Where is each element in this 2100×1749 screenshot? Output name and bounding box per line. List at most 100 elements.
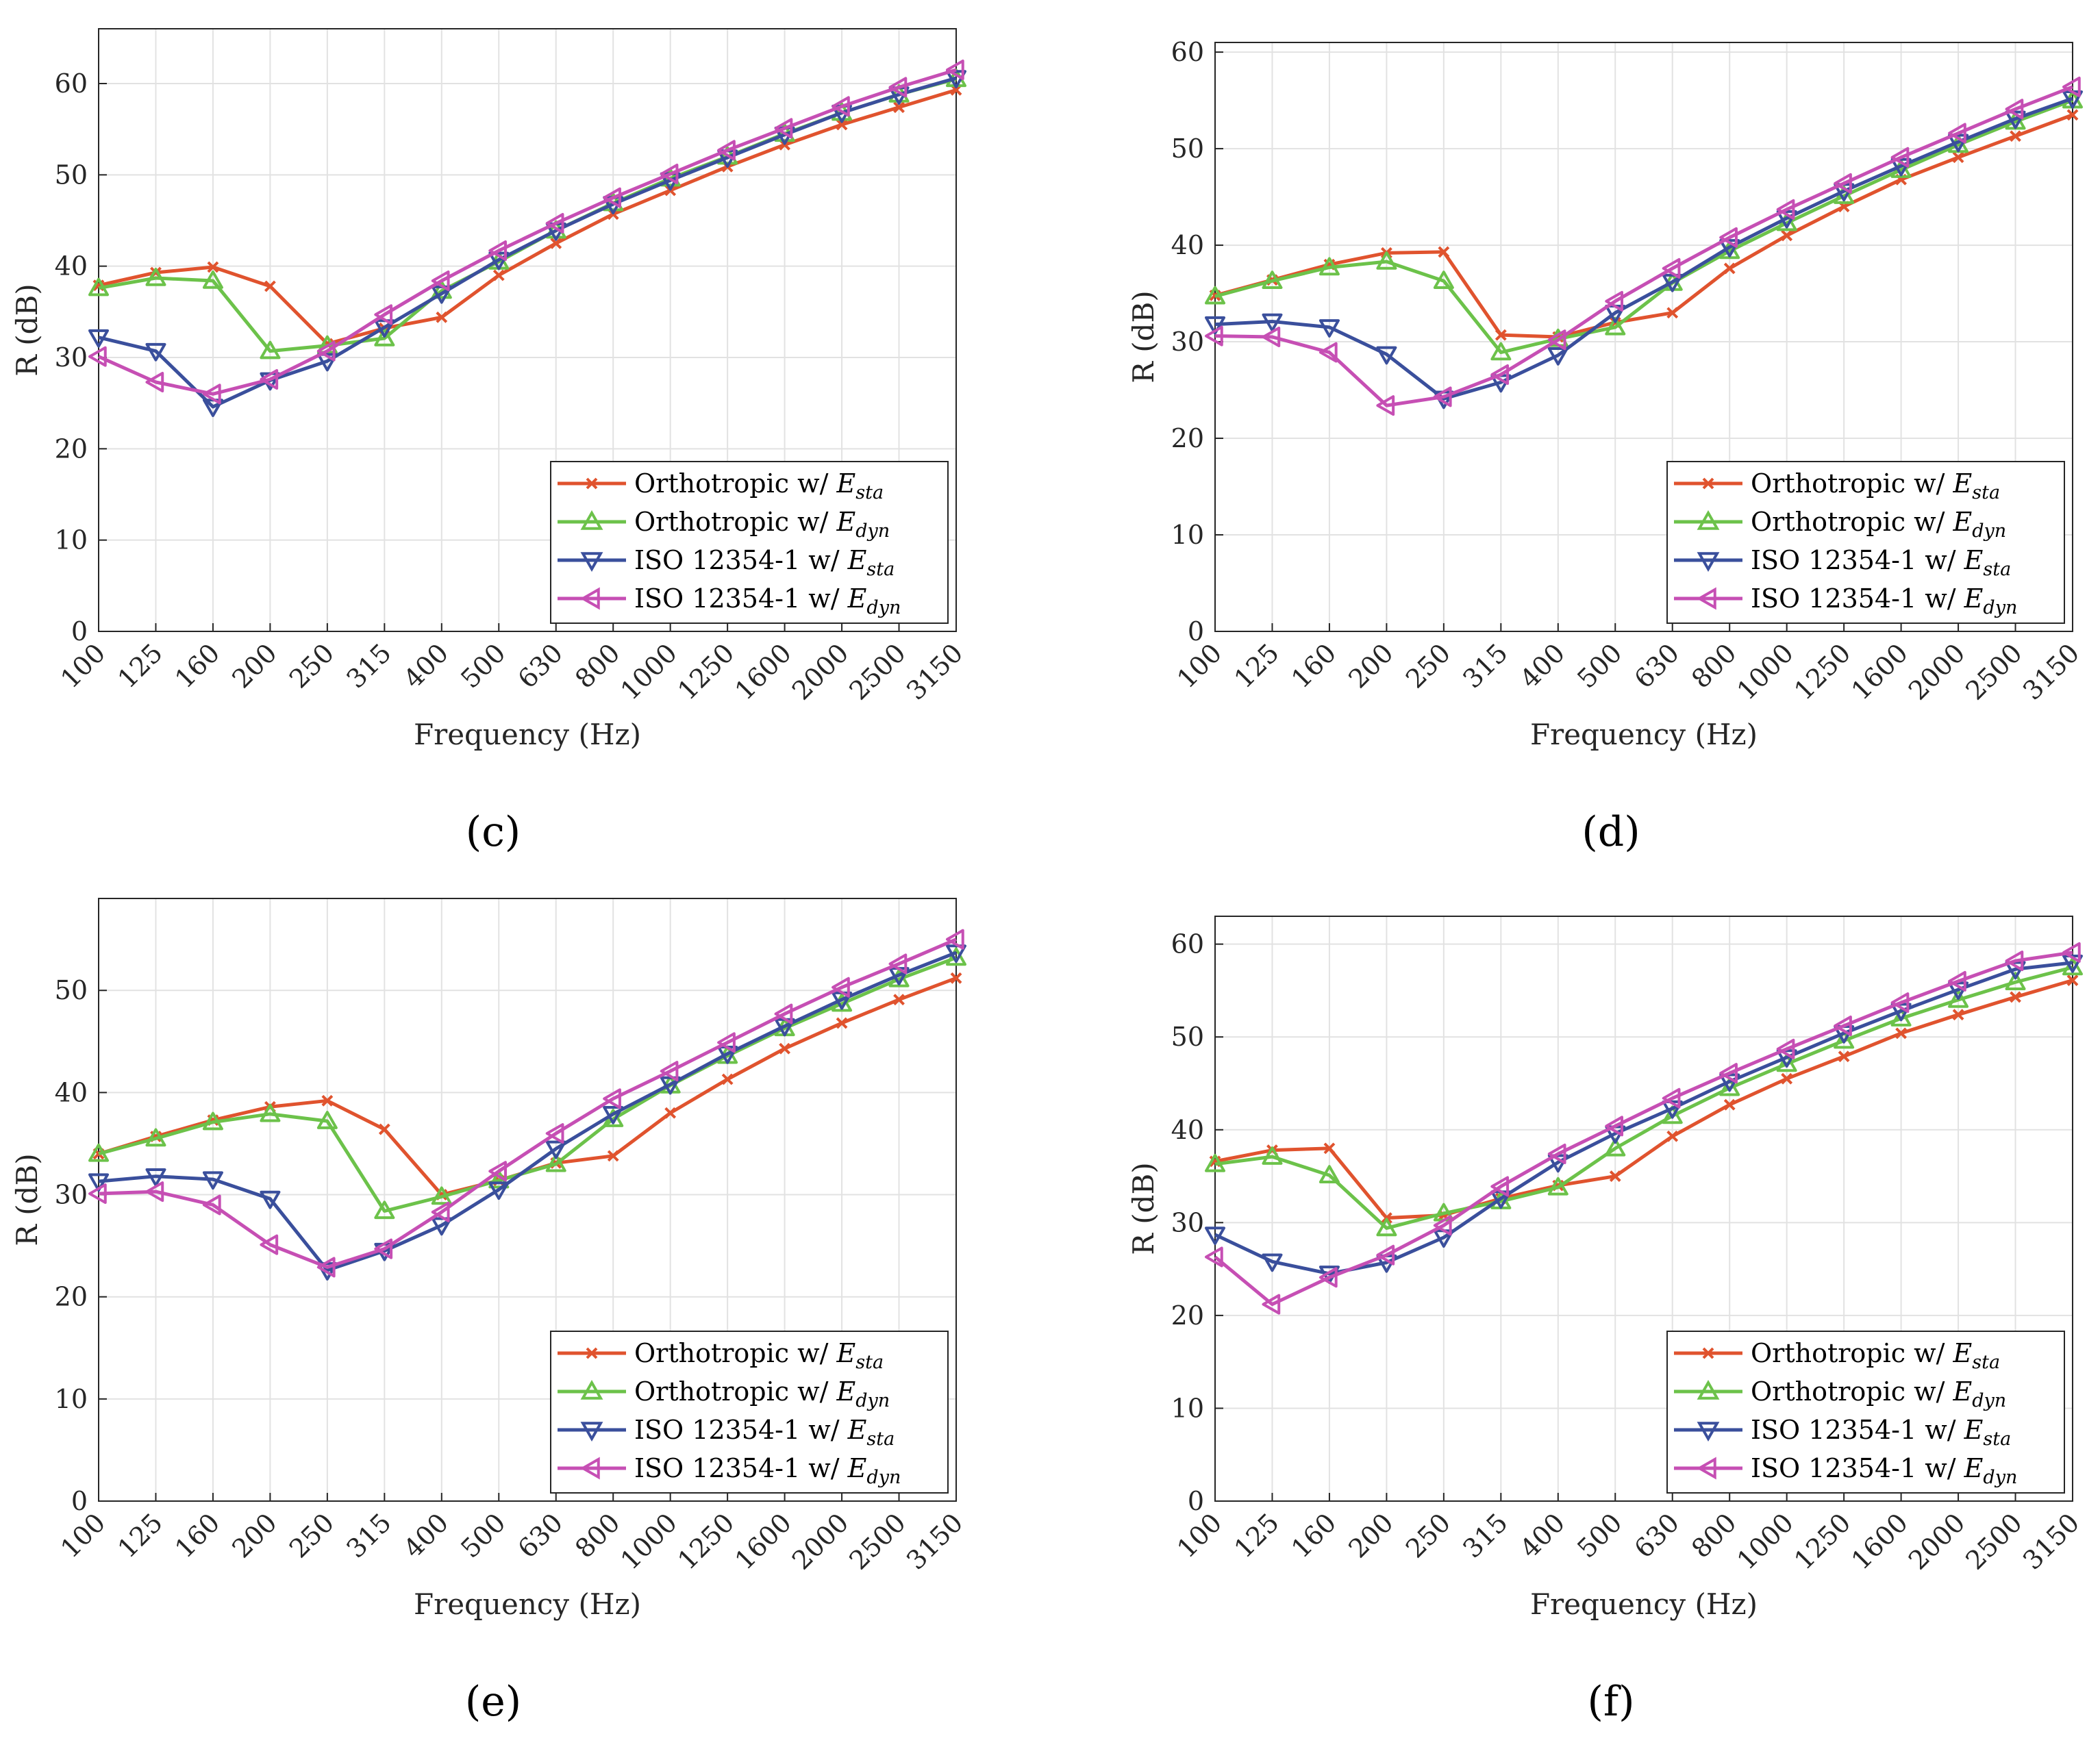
data-point xyxy=(1262,313,1283,332)
data-point xyxy=(1890,158,1912,177)
data-point xyxy=(202,1171,223,1190)
legend-label-symbol: E xyxy=(836,507,856,537)
x-tick-label: 400 xyxy=(1514,638,1571,694)
data-point xyxy=(607,1150,619,1162)
legend-label-subscript: sta xyxy=(1983,559,2011,580)
y-tick-label: 40 xyxy=(55,1077,88,1107)
y-tick-label: 10 xyxy=(1171,520,1204,550)
y-axis-label: R (dB) xyxy=(10,284,44,377)
data-point xyxy=(545,213,564,234)
legend-label-subscript: sta xyxy=(1972,1352,2000,1373)
data-point xyxy=(88,1173,109,1192)
data-point xyxy=(545,1123,564,1144)
legend-label: Orthotropic w/ Edyn xyxy=(1751,1376,2006,1411)
legend-marker xyxy=(580,1422,603,1442)
x-tick-label: 630 xyxy=(512,638,568,694)
series-line-2 xyxy=(98,956,957,1213)
data-point xyxy=(2066,974,2079,986)
data-point xyxy=(1490,342,1512,361)
x-tick-label: 500 xyxy=(455,1507,511,1563)
x-tick-label: 250 xyxy=(1400,638,1456,694)
data-point xyxy=(374,1238,393,1259)
legend-label-subscript: dyn xyxy=(866,597,901,618)
y-tick-label: 40 xyxy=(1171,230,1204,260)
data-point xyxy=(1948,123,1966,144)
x-tick-label: 315 xyxy=(340,638,397,694)
x-axis-label: Frequency (Hz) xyxy=(1530,1587,1758,1621)
data-point xyxy=(1890,992,1910,1014)
data-point xyxy=(1318,1165,1340,1183)
data-point xyxy=(202,1111,223,1131)
legend-label-subscript: dyn xyxy=(1983,1467,2017,1488)
data-point xyxy=(2010,130,2021,142)
y-tick-label: 0 xyxy=(71,616,88,646)
legend-label: ISO 12354-1 w/ Edyn xyxy=(1751,1453,2017,1488)
legend-marker xyxy=(1697,509,1720,530)
data-point xyxy=(603,1105,624,1124)
x-tick-label: 160 xyxy=(169,638,225,694)
data-point xyxy=(1262,1253,1283,1272)
data-point xyxy=(488,1181,510,1200)
legend-label: Orthotropic w/ Esta xyxy=(1751,1338,2000,1373)
legend-label-subscript: dyn xyxy=(1972,1390,2006,1411)
series-line-4 xyxy=(1214,951,2073,1307)
legend-label: Orthotropic w/ Edyn xyxy=(634,507,890,542)
legend-marker xyxy=(1702,477,1714,490)
x-tick-label: 500 xyxy=(455,638,511,694)
series-line-3 xyxy=(98,76,957,409)
data-point xyxy=(88,1183,107,1205)
data-point xyxy=(1605,290,1624,312)
data-point xyxy=(2005,110,2026,129)
legend-label: Orthotropic w/ Edyn xyxy=(634,1376,890,1411)
data-point xyxy=(660,164,679,184)
data-point xyxy=(1318,319,1340,338)
legend-label-subscript: sta xyxy=(866,1429,895,1450)
panel-caption: (d) xyxy=(1582,808,1640,856)
data-point xyxy=(1433,270,1454,289)
data-point xyxy=(88,1143,109,1162)
x-tick-label: 100 xyxy=(1171,638,1227,694)
data-point xyxy=(1205,1246,1223,1268)
data-point xyxy=(1838,1050,1850,1063)
data-point xyxy=(488,1161,508,1182)
legend-marker xyxy=(579,1457,600,1480)
data-point xyxy=(1719,1063,1738,1084)
legend-label-symbol: E xyxy=(847,545,867,575)
y-tick-label: 50 xyxy=(55,975,88,1005)
legend-marker xyxy=(580,509,603,530)
legend-label-subscript: sta xyxy=(866,559,895,580)
y-tick-label: 40 xyxy=(1171,1115,1204,1145)
legend-label-subscript: dyn xyxy=(866,1467,901,1488)
x-tick-label: 200 xyxy=(226,1507,282,1563)
data-point xyxy=(893,101,905,114)
data-point xyxy=(488,251,510,270)
x-tick-label: 630 xyxy=(512,1507,568,1563)
legend-label-main: Orthotropic w/ xyxy=(634,1338,837,1368)
legend-box xyxy=(1666,461,2065,624)
legend-label-main: ISO 12354-1 w/ xyxy=(1751,1453,1964,1483)
data-point xyxy=(88,329,109,348)
legend-label-main: ISO 12354-1 w/ xyxy=(634,1415,848,1445)
data-point xyxy=(1495,329,1507,341)
x-tick-label: 315 xyxy=(340,1507,397,1563)
data-point xyxy=(1609,1170,1621,1182)
data-point xyxy=(1376,1218,1397,1237)
data-point xyxy=(1605,316,1626,336)
data-point xyxy=(1948,134,1969,153)
data-point xyxy=(321,1094,334,1107)
data-point xyxy=(145,372,164,392)
legend-label: ISO 12354-1 w/ Esta xyxy=(634,1415,895,1450)
data-point xyxy=(1605,1116,1624,1137)
y-tick-label: 10 xyxy=(55,525,88,555)
data-point xyxy=(1262,1294,1281,1315)
x-tick-label: 630 xyxy=(1629,1507,1685,1563)
x-tick-label: 200 xyxy=(226,638,282,694)
data-point xyxy=(436,311,448,323)
legend-label-symbol: E xyxy=(1953,1376,1973,1407)
x-tick-label: 160 xyxy=(1286,638,1342,694)
data-point xyxy=(1723,262,1736,275)
data-point xyxy=(717,140,736,161)
data-point xyxy=(2005,99,2024,120)
